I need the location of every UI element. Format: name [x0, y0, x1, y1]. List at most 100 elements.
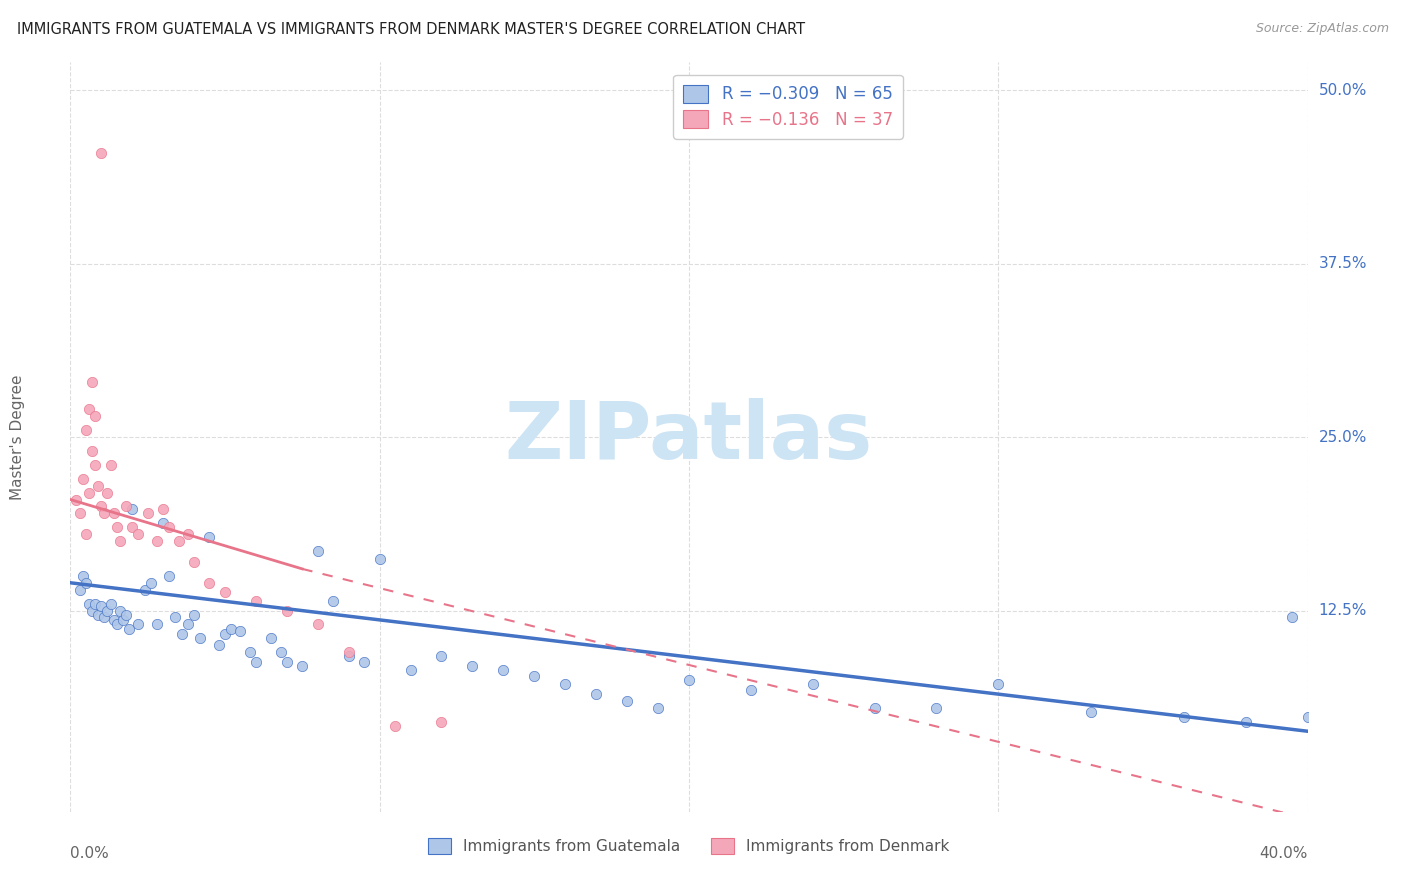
- Point: [87, 607, 110, 622]
- Point: [111, 613, 134, 627]
- Text: 0.0%: 0.0%: [70, 847, 110, 862]
- Point: [863, 700, 886, 714]
- Point: [165, 610, 187, 624]
- Point: [84, 458, 107, 472]
- Point: [177, 527, 200, 541]
- Point: [270, 645, 292, 659]
- Point: [100, 597, 122, 611]
- Point: [93, 507, 115, 521]
- Point: [1234, 714, 1257, 729]
- Point: [77, 485, 100, 500]
- Point: [127, 527, 149, 541]
- Point: [75, 423, 97, 437]
- Point: [678, 673, 700, 687]
- Point: [96, 603, 118, 617]
- Point: [183, 607, 205, 622]
- Point: [152, 516, 174, 530]
- Point: [108, 603, 131, 617]
- Point: [740, 682, 762, 697]
- Point: [183, 555, 205, 569]
- Point: [1173, 710, 1195, 724]
- Text: IMMIGRANTS FROM GUATEMALA VS IMMIGRANTS FROM DENMARK MASTER'S DEGREE CORRELATION: IMMIGRANTS FROM GUATEMALA VS IMMIGRANTS …: [17, 22, 806, 37]
- Point: [80, 603, 103, 617]
- Point: [245, 655, 267, 669]
- Point: [96, 485, 118, 500]
- Point: [801, 677, 824, 691]
- Point: [115, 607, 138, 622]
- Point: [430, 714, 453, 729]
- Point: [239, 645, 262, 659]
- Point: [170, 627, 193, 641]
- Text: ZIPatlas: ZIPatlas: [505, 398, 873, 476]
- Point: [105, 617, 128, 632]
- Point: [337, 649, 360, 664]
- Point: [229, 624, 252, 639]
- Point: [384, 719, 406, 733]
- Point: [72, 569, 94, 583]
- Point: [136, 507, 159, 521]
- Point: [84, 409, 107, 424]
- Point: [103, 613, 125, 627]
- Point: [523, 669, 546, 683]
- Point: [219, 622, 242, 636]
- Point: [492, 663, 515, 677]
- Point: [75, 575, 97, 590]
- Text: 37.5%: 37.5%: [1319, 256, 1367, 271]
- Point: [87, 478, 110, 492]
- Point: [1080, 705, 1102, 719]
- Point: [276, 603, 298, 617]
- Point: [925, 700, 948, 714]
- Point: [139, 575, 162, 590]
- Point: [157, 520, 180, 534]
- Point: [127, 617, 149, 632]
- Point: [121, 520, 143, 534]
- Point: [461, 659, 484, 673]
- Point: [90, 500, 112, 514]
- Point: [93, 610, 115, 624]
- Point: [134, 582, 156, 597]
- Point: [214, 585, 236, 599]
- Point: [77, 597, 100, 611]
- Point: [1296, 710, 1319, 724]
- Point: [152, 502, 174, 516]
- Point: [146, 617, 169, 632]
- Point: [69, 507, 91, 521]
- Point: [103, 507, 125, 521]
- Point: [368, 552, 391, 566]
- Point: [322, 594, 344, 608]
- Point: [260, 632, 283, 646]
- Point: [84, 597, 107, 611]
- Point: [616, 694, 638, 708]
- Point: [585, 687, 607, 701]
- Legend: Immigrants from Guatemala, Immigrants from Denmark: Immigrants from Guatemala, Immigrants fr…: [422, 832, 956, 860]
- Point: [65, 492, 87, 507]
- Point: [69, 582, 91, 597]
- Point: [118, 622, 141, 636]
- Point: [146, 534, 169, 549]
- Point: [554, 677, 576, 691]
- Point: [214, 627, 236, 641]
- Point: [987, 677, 1010, 691]
- Point: [430, 649, 453, 664]
- Text: Master's Degree: Master's Degree: [10, 375, 25, 500]
- Point: [245, 594, 267, 608]
- Point: [177, 617, 200, 632]
- Point: [80, 375, 103, 389]
- Point: [647, 700, 669, 714]
- Point: [108, 534, 131, 549]
- Point: [80, 444, 103, 458]
- Point: [307, 617, 329, 632]
- Point: [72, 472, 94, 486]
- Point: [90, 599, 112, 614]
- Text: 50.0%: 50.0%: [1319, 83, 1367, 98]
- Point: [100, 458, 122, 472]
- Text: 25.0%: 25.0%: [1319, 430, 1367, 444]
- Point: [121, 502, 143, 516]
- Point: [353, 655, 375, 669]
- Point: [157, 569, 180, 583]
- Text: Source: ZipAtlas.com: Source: ZipAtlas.com: [1256, 22, 1389, 36]
- Point: [307, 544, 329, 558]
- Point: [105, 520, 128, 534]
- Point: [399, 663, 422, 677]
- Point: [115, 500, 138, 514]
